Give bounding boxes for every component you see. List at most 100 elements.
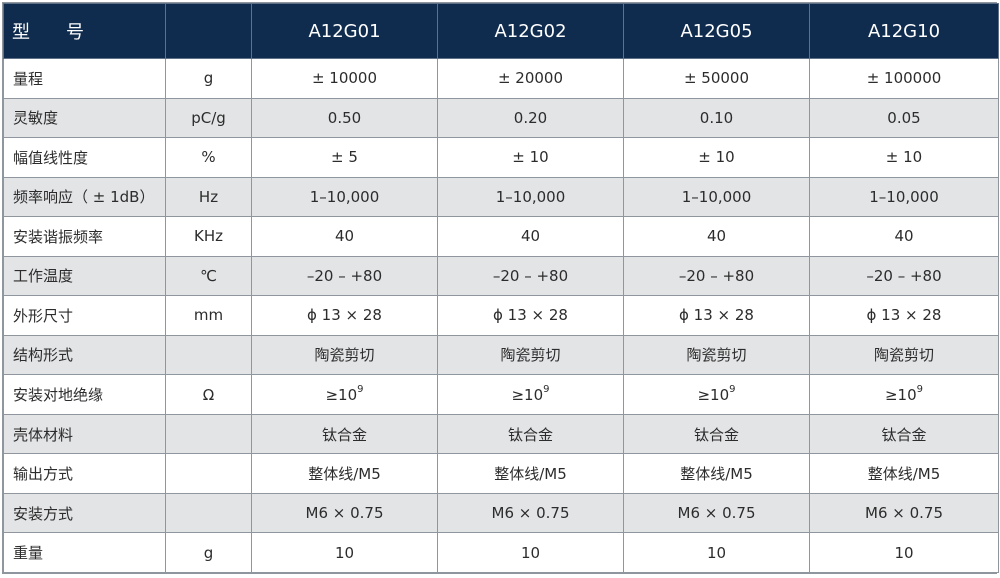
row-value: 1–10,000 bbox=[809, 176, 999, 218]
row-value: 1–10,000 bbox=[623, 176, 810, 218]
row-value: M6 × 0.75 bbox=[251, 492, 438, 534]
row-value: ± 100000 bbox=[809, 58, 999, 99]
row-value: 10 bbox=[251, 532, 438, 573]
row-value: 10 bbox=[623, 532, 810, 573]
row-parameter-name: 幅值线性度 bbox=[3, 137, 166, 178]
table-row: 重量 g 10 10 10 10 bbox=[3, 532, 999, 573]
row-value: 整体线/M5 bbox=[251, 453, 438, 494]
table-row: 安装方式 M6 × 0.75 M6 × 0.75 M6 × 0.75 M6 × 0.75 bbox=[3, 492, 999, 534]
row-unit: Ω bbox=[165, 374, 252, 415]
row-value: 10 bbox=[437, 532, 624, 573]
value-base: ≥10 bbox=[325, 385, 358, 404]
header-model: A12G01 bbox=[251, 3, 438, 59]
row-value: 40 bbox=[437, 216, 624, 257]
table-row: 灵敏度 pC/g 0.50 0.20 0.10 0.05 bbox=[3, 97, 999, 139]
row-parameter-name: 结构形式 bbox=[3, 334, 166, 376]
table-row: 安装谐振频率 KHz 40 40 40 40 bbox=[3, 216, 999, 257]
table-row: 外形尺寸 mm ϕ 13 × 28 ϕ 13 × 28 ϕ 13 × 28 ϕ 13 × … bbox=[3, 295, 999, 336]
table-row: 结构形式 陶瓷剪切 陶瓷剪切 陶瓷剪切 陶瓷剪切 bbox=[3, 334, 999, 376]
row-value: 钛合金 bbox=[623, 413, 810, 455]
header-model-label: 型号 bbox=[3, 3, 166, 59]
row-unit bbox=[165, 334, 252, 376]
row-parameter-name: 频率响应（ ± 1dB） bbox=[3, 176, 166, 218]
row-parameter-name: 灵敏度 bbox=[3, 97, 166, 139]
row-parameter-name: 工作温度 bbox=[3, 255, 166, 297]
row-value: ≥109 bbox=[437, 374, 624, 415]
header-model: A12G10 bbox=[809, 3, 999, 59]
row-value: 0.50 bbox=[251, 97, 438, 139]
row-value: 钛合金 bbox=[251, 413, 438, 455]
row-value: –20 – +80 bbox=[437, 255, 624, 297]
row-parameter-name: 安装方式 bbox=[3, 492, 166, 534]
value-exponent: 9 bbox=[357, 383, 364, 395]
row-unit: ℃ bbox=[165, 255, 252, 297]
row-value: 40 bbox=[251, 216, 438, 257]
row-value: 陶瓷剪切 bbox=[809, 334, 999, 376]
row-parameter-name: 外形尺寸 bbox=[3, 295, 166, 336]
row-value: 整体线/M5 bbox=[437, 453, 624, 494]
row-unit: KHz bbox=[165, 216, 252, 257]
row-value: ± 10 bbox=[623, 137, 810, 178]
row-value: ϕ 13 × 28 bbox=[809, 295, 999, 336]
row-value: 0.10 bbox=[623, 97, 810, 139]
row-value: 10 bbox=[809, 532, 999, 573]
value-exponent: 9 bbox=[543, 383, 550, 395]
row-unit bbox=[165, 413, 252, 455]
row-unit: g bbox=[165, 532, 252, 573]
row-value: ϕ 13 × 28 bbox=[623, 295, 810, 336]
row-unit bbox=[165, 492, 252, 534]
row-value: ≥109 bbox=[809, 374, 999, 415]
row-value: 整体线/M5 bbox=[809, 453, 999, 494]
row-value: ± 10000 bbox=[251, 58, 438, 99]
row-unit: mm bbox=[165, 295, 252, 336]
value-base: ≥10 bbox=[511, 385, 544, 404]
row-value: ± 10 bbox=[437, 137, 624, 178]
row-unit bbox=[165, 453, 252, 494]
row-parameter-name: 重量 bbox=[3, 532, 166, 573]
header-model: A12G02 bbox=[437, 3, 624, 59]
value-base: ≥10 bbox=[884, 385, 917, 404]
header-unit bbox=[165, 3, 252, 59]
row-parameter-name: 安装谐振频率 bbox=[3, 216, 166, 257]
table-row: 输出方式 整体线/M5 整体线/M5 整体线/M5 整体线/M5 bbox=[3, 453, 999, 494]
row-parameter-name: 输出方式 bbox=[3, 453, 166, 494]
row-value: ± 50000 bbox=[623, 58, 810, 99]
row-parameter-name: 壳体材料 bbox=[3, 413, 166, 455]
row-value: –20 – +80 bbox=[809, 255, 999, 297]
row-value: 1–10,000 bbox=[437, 176, 624, 218]
row-value: 钛合金 bbox=[809, 413, 999, 455]
row-value: 陶瓷剪切 bbox=[251, 334, 438, 376]
row-value: ± 20000 bbox=[437, 58, 624, 99]
row-value: 整体线/M5 bbox=[623, 453, 810, 494]
row-parameter-name: 安装对地绝缘 bbox=[3, 374, 166, 415]
row-value: ϕ 13 × 28 bbox=[251, 295, 438, 336]
header-model: A12G05 bbox=[623, 3, 810, 59]
table-row: 频率响应（ ± 1dB） Hz 1–10,000 1–10,000 1–10,000 1–… bbox=[3, 176, 999, 218]
row-value: 0.20 bbox=[437, 97, 624, 139]
row-value: M6 × 0.75 bbox=[809, 492, 999, 534]
spec-table: 型号 A12G01 A12G02 A12G05 A12G10 量程 g ± 1000… bbox=[3, 3, 999, 573]
row-value: M6 × 0.75 bbox=[437, 492, 624, 534]
value-base: ≥10 bbox=[697, 385, 730, 404]
row-value: M6 × 0.75 bbox=[623, 492, 810, 534]
header-row: 型号 A12G01 A12G02 A12G05 A12G10 bbox=[3, 3, 999, 59]
row-value: –20 – +80 bbox=[623, 255, 810, 297]
row-value: ≥109 bbox=[251, 374, 438, 415]
row-value: 陶瓷剪切 bbox=[623, 334, 810, 376]
row-value: ± 10 bbox=[809, 137, 999, 178]
row-unit: g bbox=[165, 58, 252, 99]
row-value: 40 bbox=[623, 216, 810, 257]
table-row: 幅值线性度% ± 5 ± 10 ± 10 ± 10 bbox=[3, 137, 999, 178]
row-unit: pC/g bbox=[165, 97, 252, 139]
value-exponent: 9 bbox=[916, 383, 924, 395]
row-value: ϕ 13 × 28 bbox=[437, 295, 624, 336]
table-row: 工作温度 ℃ –20 – +80 –20 – +80 –20 – +80 –20 – +8… bbox=[3, 255, 999, 297]
table-row: 安装对地绝缘 Ω ≥109 ≥109 ≥109 ≥109 bbox=[3, 374, 999, 415]
row-value: 陶瓷剪切 bbox=[437, 334, 624, 376]
row-unit: Hz bbox=[165, 176, 252, 218]
row-unit: % bbox=[165, 137, 252, 178]
row-value: 钛合金 bbox=[437, 413, 624, 455]
row-value: –20 – +80 bbox=[251, 255, 438, 297]
row-value: 0.05 bbox=[809, 97, 999, 139]
